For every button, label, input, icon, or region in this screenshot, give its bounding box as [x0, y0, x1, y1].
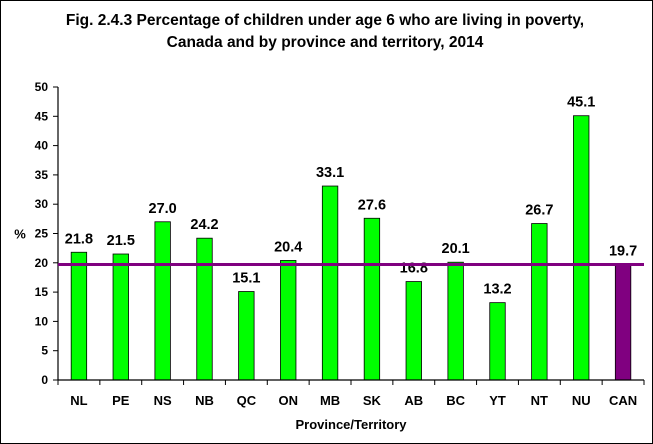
x-tick-label: CAN	[609, 393, 637, 408]
x-tick-label: AB	[404, 393, 423, 408]
bar-bc	[447, 261, 464, 381]
bar-nu	[573, 115, 590, 381]
x-tick-label: QC	[237, 393, 257, 408]
bar-qc	[238, 291, 255, 381]
data-label: 15.1	[232, 271, 260, 287]
bar-nt	[531, 223, 548, 381]
data-label: 19.7	[609, 244, 637, 260]
x-tick-label: NS	[154, 393, 172, 408]
data-label: 45.1	[567, 95, 595, 111]
bar-yt	[489, 302, 506, 381]
y-axis-ticks: 0 5 10 15 20 25 30 35 40 45 50	[35, 80, 58, 387]
y-axis-title: %	[14, 227, 26, 242]
bar-nl	[70, 251, 88, 381]
y-tick-label: 15	[35, 285, 49, 299]
data-label: 24.2	[190, 217, 218, 233]
x-tick-label: SK	[363, 393, 382, 408]
data-label: 21.5	[107, 233, 135, 249]
data-label: 13.2	[483, 282, 511, 298]
x-tick-label: ON	[278, 393, 298, 408]
bars	[70, 115, 632, 381]
bar-mb	[321, 185, 339, 381]
data-label: 33.1	[316, 165, 344, 181]
bar-pe	[112, 253, 129, 381]
x-tick-label: YT	[489, 393, 506, 408]
data-label: 21.8	[65, 231, 93, 247]
bar-on	[280, 260, 297, 381]
x-tick-label: BC	[446, 393, 465, 408]
y-tick-label: 10	[35, 314, 49, 328]
x-axis-title: Province/Territory	[295, 417, 407, 432]
x-tick-label: NB	[195, 393, 214, 408]
data-label: 26.7	[525, 203, 553, 219]
bar-ab	[405, 281, 422, 381]
y-tick-label: 35	[35, 168, 49, 182]
data-label: 20.1	[442, 241, 470, 257]
x-axis-labels: NL PE NS NB QC ON MB SK AB BC YT NT NU CAN	[57, 380, 645, 408]
x-tick-label: NU	[572, 393, 591, 408]
x-tick-label: NL	[70, 393, 87, 408]
y-tick-label: 20	[35, 256, 49, 270]
data-labels: 21.8 21.5 27.0 24.2 15.1 20.4 33.1 27.6 16.8 20.1…	[65, 95, 637, 298]
chart-title: Fig. 2.4.3 Percentage of children under …	[65, 12, 585, 51]
y-tick-label: 25	[35, 227, 49, 241]
y-tick-label: 50	[35, 80, 49, 94]
y-tick-label: 45	[35, 109, 49, 123]
data-label: 16.8	[400, 261, 428, 277]
x-tick-label: NT	[531, 393, 548, 408]
y-tick-label: 5	[41, 344, 48, 358]
bar-ns	[154, 221, 171, 381]
bar-sk	[363, 217, 381, 381]
data-label: 27.0	[149, 201, 177, 217]
x-tick-label: PE	[112, 393, 130, 408]
bar-nb	[196, 237, 213, 381]
data-label: 27.6	[358, 197, 386, 213]
y-tick-label: 30	[35, 197, 49, 211]
y-tick-label: 0	[41, 373, 48, 387]
data-label: 20.4	[274, 239, 302, 255]
x-tick-label: MB	[320, 393, 340, 408]
bar-can	[614, 264, 632, 381]
y-tick-label: 40	[35, 139, 49, 153]
